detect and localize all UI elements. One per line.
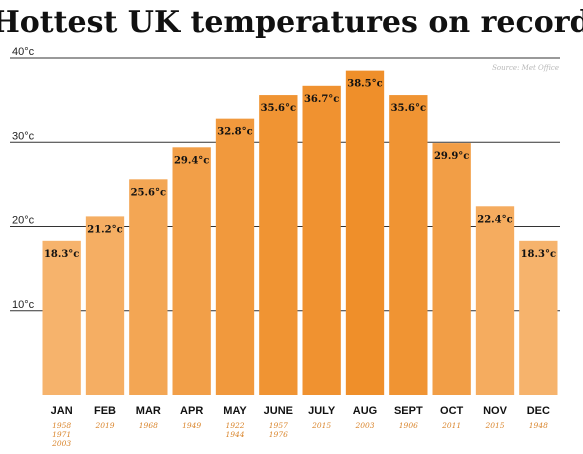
y-tick-label: 20°c [12,215,35,227]
value-label: 29.4°c [174,155,209,166]
record-year-label: 1957 [269,421,288,430]
bar-may [215,118,255,395]
record-year-label: 1949 [182,421,201,430]
record-year-label: 1922 [225,421,244,430]
value-label: 36.7°c [304,94,339,105]
x-tick-label: OCT [440,405,464,417]
record-year-label: 2003 [354,421,374,430]
x-tick-label: MAR [136,405,161,417]
bar-aug [345,70,385,395]
y-tick-label: 30°c [12,130,35,142]
bars: 18.3°c 21.2°c 25.6°c 29.4°c 32.8°c 35.6°c 36.7… [42,70,558,396]
record-year-label: 2019 [94,421,114,430]
bar-apr [172,147,211,395]
record-year-label: 2011 [441,421,461,430]
y-tick-label: 10°c [12,299,35,311]
value-label: 21.2°c [87,224,122,235]
value-label: 32.8°c [217,127,252,138]
value-label: 18.3°c [521,249,556,260]
x-tick-label: MAY [223,405,247,417]
bar-feb [85,216,125,395]
record-year-label: 1968 [139,421,158,430]
bar-oct [432,143,471,395]
record-year-label: 2015 [311,421,331,430]
record-year-label: 1906 [399,421,418,430]
value-label: 35.6°c [261,103,296,114]
bar-mar [129,179,168,395]
record-year-label: 2003 [51,439,71,448]
x-tick-label: FEB [94,405,116,417]
x-tick-label: SEPT [394,405,423,417]
value-label: 35.6°c [391,103,426,114]
source-note: Source: Met Office [492,64,559,72]
value-label: 18.3°c [44,249,79,260]
record-year-label: 1944 [225,430,244,439]
record-year-label: 2015 [484,421,504,430]
bar-nov [475,206,515,395]
y-tick-label: 40°c [12,46,35,58]
chart-title: Hottest UK temperatures on record [0,5,583,40]
bar-june [259,95,298,395]
x-axis: JAN195819712003FEB2019MAR1968APR1949MAY1… [51,405,550,448]
value-label: 38.5°c [347,79,382,90]
x-tick-label: DEC [527,405,550,417]
x-tick-label: APR [180,405,203,417]
record-year-label: 1948 [529,421,548,430]
record-year-label: 1971 [52,430,71,439]
bar-july [302,85,341,396]
x-tick-label: JUNE [264,405,293,417]
x-tick-label: JULY [308,405,336,417]
value-label: 25.6°c [131,187,166,198]
record-year-label: 1976 [269,430,288,439]
record-year-label: 1958 [52,421,71,430]
x-tick-label: JAN [51,405,73,417]
bar-jan [42,240,81,395]
bar-sept [389,95,428,395]
bar-dec [519,240,558,395]
x-tick-label: AUG [353,405,377,417]
x-tick-label: NOV [483,405,508,417]
y-axis: 10°c 20°c 30°c 40°c [12,46,35,311]
value-label: 22.4°c [477,214,512,225]
value-label: 29.9°c [434,151,469,162]
